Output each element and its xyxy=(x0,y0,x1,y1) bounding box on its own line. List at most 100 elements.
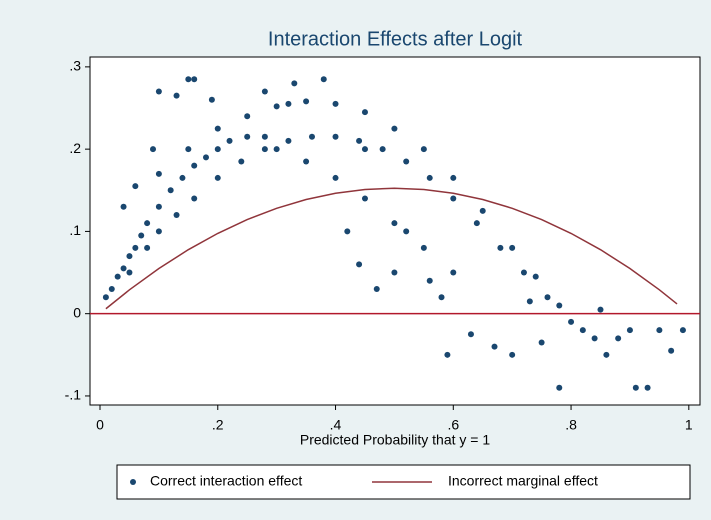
point xyxy=(615,335,622,342)
y-tick-label: .1 xyxy=(69,222,81,238)
x-tick-label: 0 xyxy=(96,417,104,433)
point xyxy=(473,220,480,227)
point xyxy=(479,207,486,214)
point xyxy=(491,343,498,350)
point xyxy=(332,174,339,181)
point xyxy=(332,133,339,140)
point xyxy=(403,158,410,165)
point xyxy=(150,146,157,153)
point xyxy=(108,286,115,292)
point xyxy=(450,195,457,202)
point xyxy=(556,302,563,309)
point xyxy=(155,228,162,235)
y-tick-label: .2 xyxy=(69,140,81,156)
point xyxy=(544,294,551,301)
point xyxy=(273,103,280,110)
point xyxy=(526,298,533,305)
x-tick-label: .8 xyxy=(565,417,577,433)
x-tick-label: 1 xyxy=(685,417,693,433)
point xyxy=(144,244,151,251)
point xyxy=(214,146,221,153)
chart-title: Interaction Effects after Logit xyxy=(268,28,523,50)
legend-label: Correct interaction effect xyxy=(150,473,302,489)
point xyxy=(656,327,663,334)
point xyxy=(214,174,221,181)
x-tick-label: .6 xyxy=(447,417,459,433)
point xyxy=(373,286,380,292)
point xyxy=(261,133,268,140)
point xyxy=(132,183,139,190)
point xyxy=(191,76,198,83)
x-tick-label: .4 xyxy=(330,417,342,433)
point xyxy=(261,88,268,95)
point xyxy=(208,96,215,103)
point xyxy=(344,228,351,235)
point xyxy=(173,92,180,99)
point xyxy=(191,195,198,202)
point xyxy=(226,137,233,144)
point xyxy=(509,244,516,251)
point xyxy=(391,269,398,276)
point xyxy=(668,347,675,354)
point xyxy=(361,146,368,153)
point xyxy=(303,98,310,105)
point xyxy=(214,125,221,132)
legend-marker xyxy=(130,479,136,485)
point xyxy=(361,109,368,116)
point xyxy=(444,351,451,358)
point xyxy=(238,158,245,165)
point xyxy=(261,146,268,153)
point xyxy=(185,146,192,153)
point xyxy=(291,80,298,87)
point xyxy=(308,133,315,140)
point xyxy=(155,88,162,95)
point xyxy=(202,154,209,161)
point xyxy=(285,137,292,144)
point xyxy=(644,384,651,391)
point xyxy=(391,125,398,132)
y-tick-label: 0 xyxy=(73,304,81,320)
point xyxy=(420,244,427,251)
y-tick-label: .3 xyxy=(69,58,81,74)
point xyxy=(185,76,192,83)
point xyxy=(420,146,427,153)
legend-label: Incorrect marginal effect xyxy=(448,473,598,489)
x-tick-label: .2 xyxy=(212,417,224,433)
point xyxy=(120,203,127,210)
point xyxy=(591,335,598,342)
point xyxy=(403,228,410,235)
point xyxy=(114,273,121,280)
point xyxy=(138,232,145,239)
point xyxy=(391,220,398,227)
point xyxy=(632,384,639,391)
point xyxy=(332,100,339,107)
point xyxy=(120,265,127,272)
point xyxy=(320,76,327,83)
point xyxy=(244,133,251,140)
point xyxy=(155,170,162,177)
point xyxy=(532,273,539,280)
y-tick-label: -.1 xyxy=(65,387,82,403)
point xyxy=(597,306,604,313)
point xyxy=(126,253,133,260)
point xyxy=(538,339,545,346)
point xyxy=(167,187,174,194)
point xyxy=(467,331,474,338)
point xyxy=(102,294,109,301)
point xyxy=(191,162,198,169)
point xyxy=(155,203,162,210)
point xyxy=(626,327,633,334)
x-axis-label: Predicted Probability that y = 1 xyxy=(300,432,490,448)
point xyxy=(450,174,457,181)
point xyxy=(273,146,280,153)
point xyxy=(173,211,180,218)
point xyxy=(426,277,433,284)
point xyxy=(520,269,527,276)
point xyxy=(497,244,504,251)
point xyxy=(244,113,251,120)
line xyxy=(105,187,678,310)
point xyxy=(379,146,386,153)
point xyxy=(568,318,575,325)
point xyxy=(579,327,586,334)
